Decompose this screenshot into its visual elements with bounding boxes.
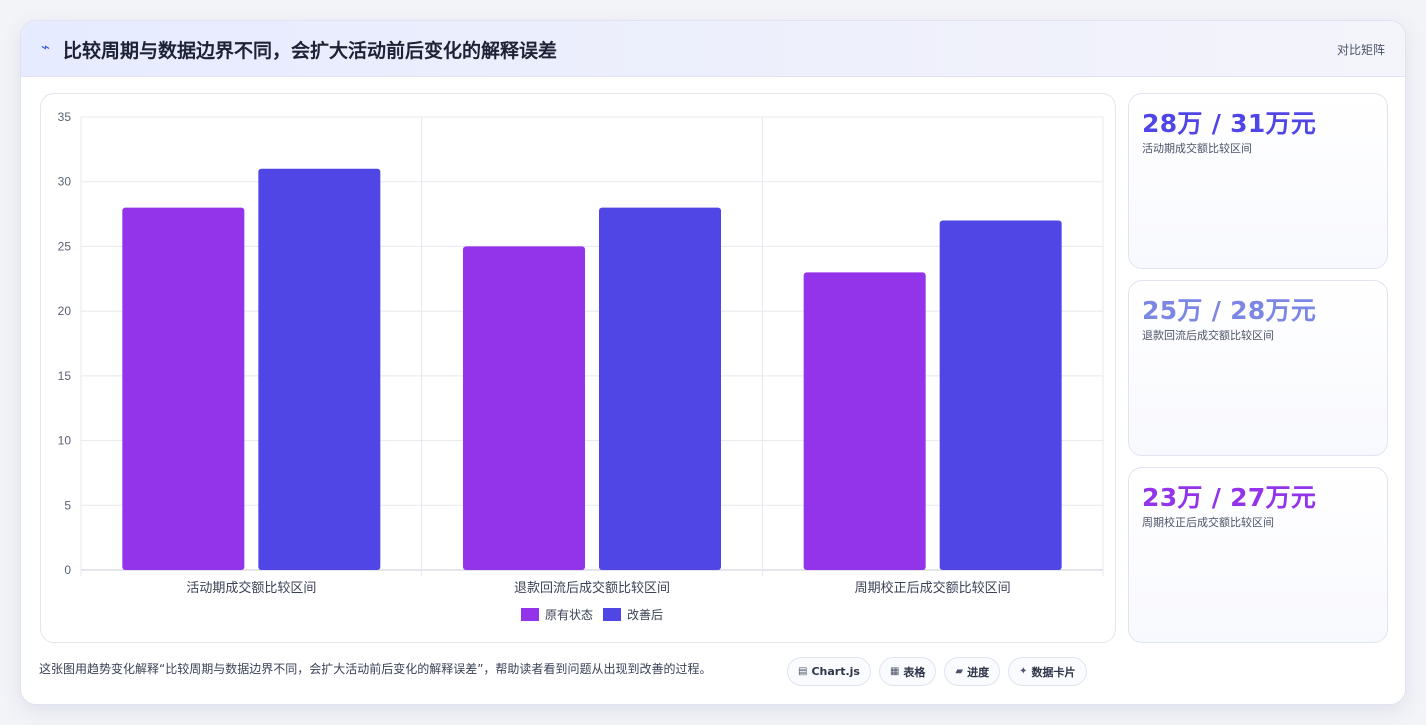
x-tick-label: 活动期成交额比较区间 xyxy=(186,580,316,596)
card-header: ⌁ 比较周期与数据边界不同，会扩大活动前后变化的解释误差 对比矩阵 xyxy=(21,21,1405,77)
chip-progress[interactable]: ▰ 进度 xyxy=(944,657,1001,686)
legend-label: 原有状态 xyxy=(545,608,593,622)
y-tick-label: 10 xyxy=(58,434,72,448)
stat-card-value: 28万 / 31万元 xyxy=(1142,109,1317,138)
y-tick-label: 35 xyxy=(58,110,72,124)
chip-label: Chart.js xyxy=(811,665,860,678)
chip-label: 数据卡片 xyxy=(1031,665,1076,679)
chart-panel: 0 5 10 15 20 25 30 35 活动期成交额比较区间 退款回流后成交额比较区间 周期校正… xyxy=(40,93,1116,643)
y-tick-label: 20 xyxy=(58,304,72,318)
chip-table[interactable]: ▦ 表格 xyxy=(878,657,937,686)
bar xyxy=(463,246,585,570)
bar-chart: 0 5 10 15 20 25 30 35 活动期成交额比较区间 退款回流后成交额比较区间 周期校正… xyxy=(58,110,1104,622)
stat-card-value: 25万 / 28万元 xyxy=(1142,296,1317,325)
trend-icon: ⌁ xyxy=(41,38,51,56)
x-tick-label: 退款回流后成交额比较区间 xyxy=(514,580,670,596)
x-tick-label: 周期校正后成交额比较区间 xyxy=(855,580,1011,596)
bar xyxy=(803,272,926,570)
stat-card-2: 25万 / 28万元 退款回流后成交额比较区间 xyxy=(1128,280,1388,456)
chart-icon: ▤ xyxy=(798,666,808,677)
tech-chips: ▤ Chart.js ▦ 表格 ▰ 进度 ✦ 数据卡片 xyxy=(787,657,1087,687)
chip-chartjs[interactable]: ▤ Chart.js xyxy=(787,657,871,686)
legend-swatch xyxy=(603,608,621,621)
progress-icon: ▰ xyxy=(955,666,964,677)
stat-card-3: 23万 / 27万元 周期校正后成交额比较区间 xyxy=(1128,467,1388,643)
stat-card-1: 28万 / 31万元 活动期成交额比较区间 xyxy=(1128,93,1388,269)
bar xyxy=(258,168,381,570)
bar xyxy=(122,207,245,570)
bar xyxy=(599,207,721,570)
y-tick-label: 25 xyxy=(58,239,72,253)
table-icon: ▦ xyxy=(889,666,900,677)
page-title: 比较周期与数据边界不同，会扩大活动前后变化的解释误差 xyxy=(63,40,558,62)
stat-card-label: 周期校正后成交额比较区间 xyxy=(1142,516,1274,529)
chip-label: 进度 xyxy=(967,665,990,679)
y-tick-label: 0 xyxy=(64,563,71,577)
stat-card-value: 23万 / 27万元 xyxy=(1142,483,1317,512)
chip-data-cards[interactable]: ✦ 数据卡片 xyxy=(1008,657,1087,686)
y-tick-label: 30 xyxy=(58,175,72,189)
legend-label: 改善后 xyxy=(627,607,663,622)
stat-card-label: 活动期成交额比较区间 xyxy=(1142,142,1252,155)
stat-card-label: 退款回流后成交额比较区间 xyxy=(1142,329,1274,342)
matrix-tag[interactable]: 对比矩阵 xyxy=(1336,43,1385,57)
chip-label: 表格 xyxy=(903,665,926,679)
report-card: ⌁ 比较周期与数据边界不同，会扩大活动前后变化的解释误差 对比矩阵 0 5 10 15… xyxy=(20,20,1406,705)
legend-swatch xyxy=(521,608,539,621)
bar xyxy=(939,220,1062,570)
sparkle-icon: ✦ xyxy=(1019,666,1028,677)
y-tick-label: 5 xyxy=(64,498,71,512)
y-tick-label: 15 xyxy=(58,369,72,383)
chart-caption: 这张图用趋势变化解释“比较周期与数据边界不同，会扩大活动前后变化的解释误差”，帮… xyxy=(39,662,712,676)
